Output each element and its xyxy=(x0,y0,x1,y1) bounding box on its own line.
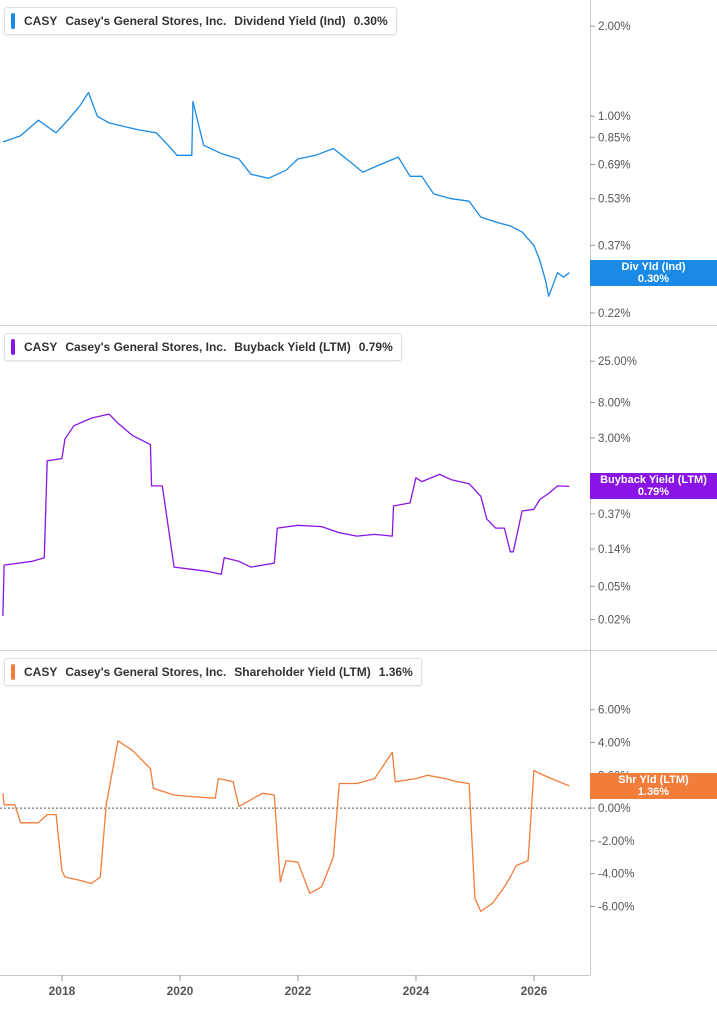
y-tick-label: 2.00% xyxy=(598,21,631,33)
flag-label: Buyback Yield (LTM) xyxy=(600,474,707,486)
flag-label: Div Yld (Ind) xyxy=(621,261,686,273)
flag-shareholder-yield: Shr Yld (LTM) 1.36% xyxy=(590,773,717,799)
legend-metric: Shareholder Yield (LTM) xyxy=(234,665,371,679)
legend-swatch-dividend xyxy=(11,13,15,29)
y-tick-label: 0.14% xyxy=(598,544,631,556)
legend-symbol: CASY xyxy=(24,14,58,28)
flag-value: 0.79% xyxy=(637,486,670,498)
x-tick-label: 2024 xyxy=(403,984,430,998)
y-tick-label: 0.37% xyxy=(598,240,631,252)
legend-shareholder-yield: CASY Casey's General Stores, Inc. Shareh… xyxy=(4,658,422,686)
y-tick-label: 0.85% xyxy=(598,132,631,144)
legend-symbol: CASY xyxy=(24,665,58,679)
flag-value: 1.36% xyxy=(637,786,670,798)
y-tick-label: 0.53% xyxy=(598,194,631,206)
legend-symbol: CASY xyxy=(24,340,58,354)
x-tick-label: 2022 xyxy=(285,984,312,998)
y-tick-label: 0.37% xyxy=(598,509,631,521)
legend-company: Casey's General Stores, Inc. xyxy=(65,340,227,354)
flag-dividend-yield: Div Yld (Ind) 0.30% xyxy=(590,260,717,286)
y-tick-label: -4.00% xyxy=(598,869,634,881)
y-tick-label: 6.00% xyxy=(598,705,631,717)
legend-value: 0.79% xyxy=(358,340,393,354)
x-tick-label: 2026 xyxy=(521,984,548,998)
legend-dividend-yield: CASY Casey's General Stores, Inc. Divide… xyxy=(4,7,397,35)
y-tick-label: 0.05% xyxy=(598,581,631,593)
legend-swatch-shareholder xyxy=(11,664,15,680)
y-tick-label: 0.00% xyxy=(598,803,631,815)
legend-swatch-buyback xyxy=(11,339,15,355)
y-tick-label: 3.00% xyxy=(598,433,631,445)
x-tick-label: 2018 xyxy=(49,984,76,998)
y-tick-label: -6.00% xyxy=(598,901,634,913)
flag-buyback-yield: Buyback Yield (LTM) 0.79% xyxy=(590,473,717,499)
y-tick-label: 0.22% xyxy=(598,308,631,320)
legend-buyback-yield: CASY Casey's General Stores, Inc. Buybac… xyxy=(4,333,402,361)
legend-company: Casey's General Stores, Inc. xyxy=(65,665,227,679)
y-tick-label: -2.00% xyxy=(598,836,634,848)
y-tick-label: 25.00% xyxy=(598,356,637,368)
y-tick-label: 4.00% xyxy=(598,737,631,749)
series-line xyxy=(2,740,570,913)
legend-metric: Dividend Yield (Ind) xyxy=(234,14,346,28)
series-line xyxy=(2,413,570,617)
legend-value: 1.36% xyxy=(378,665,413,679)
y-tick-label: 0.69% xyxy=(598,159,631,171)
y-tick-label: 1.00% xyxy=(598,111,631,123)
y-tick-label: 8.00% xyxy=(598,397,631,409)
flag-value: 0.30% xyxy=(637,273,670,285)
legend-value: 0.30% xyxy=(353,14,388,28)
legend-metric: Buyback Yield (LTM) xyxy=(234,340,351,354)
y-tick-label: 0.02% xyxy=(598,615,631,627)
series-line xyxy=(2,91,570,297)
x-tick-label: 2020 xyxy=(167,984,194,998)
legend-company: Casey's General Stores, Inc. xyxy=(65,14,227,28)
flag-label: Shr Yld (LTM) xyxy=(618,774,689,786)
